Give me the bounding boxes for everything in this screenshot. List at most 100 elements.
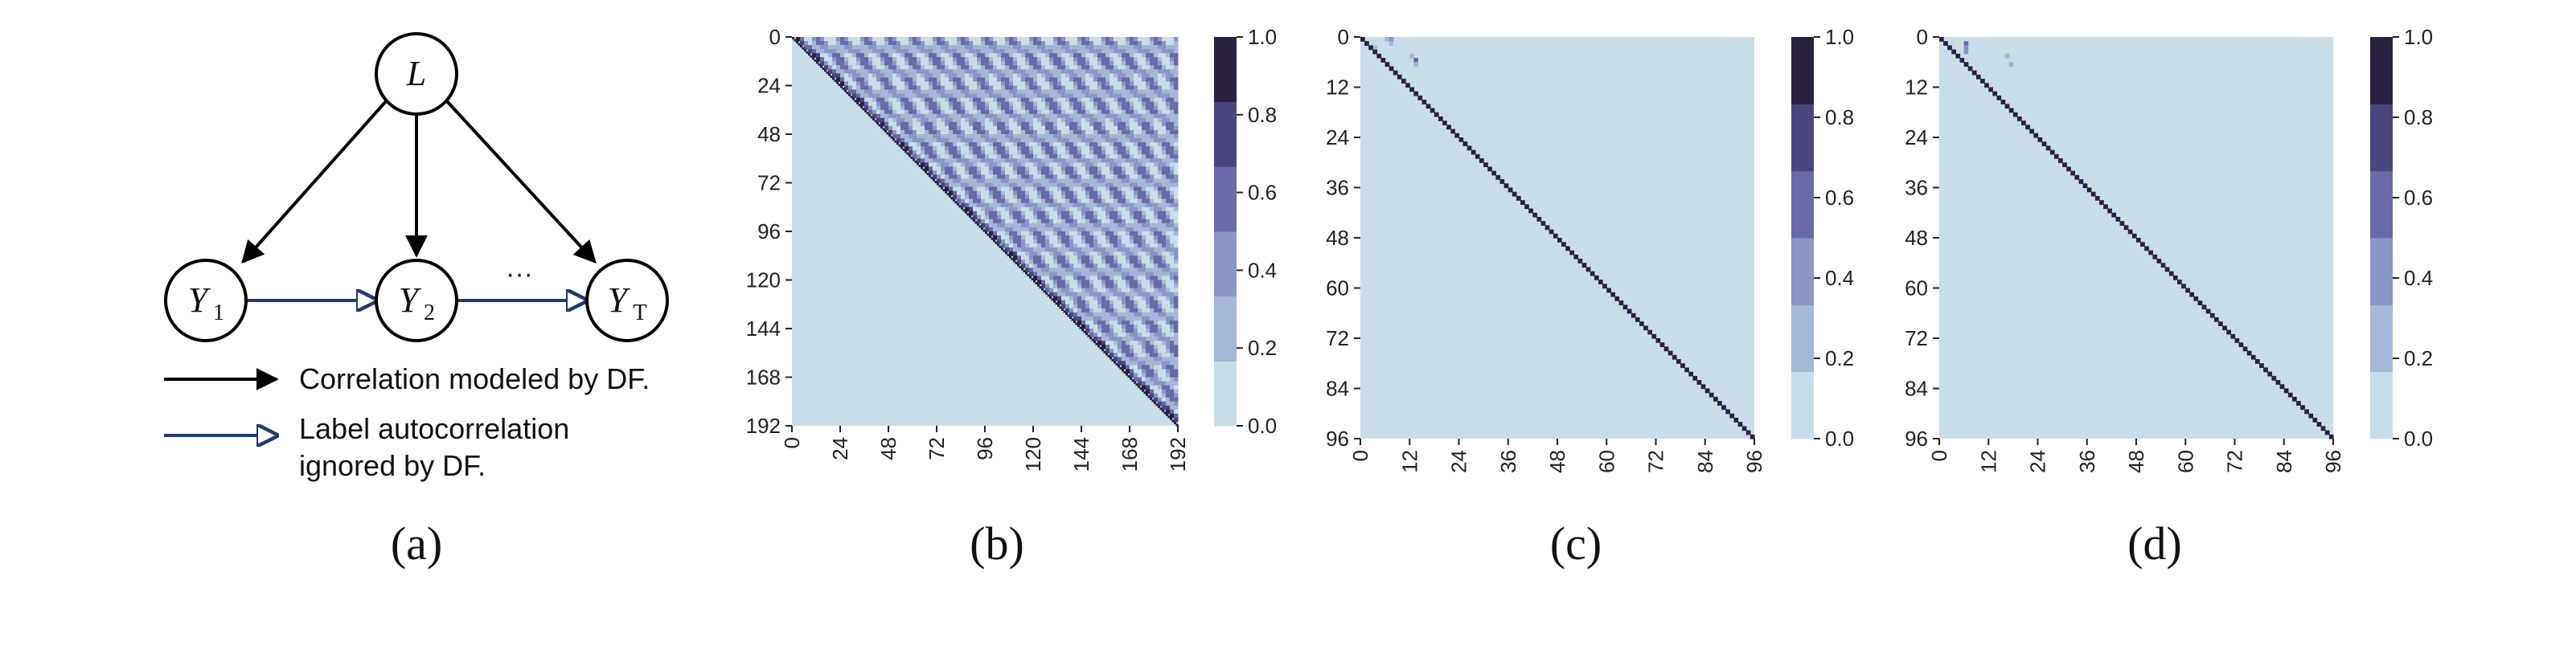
heatmap-cell — [985, 89, 990, 95]
heatmap-cell — [1150, 329, 1155, 333]
heatmap-cell — [1138, 206, 1142, 212]
heatmap-cell — [1150, 190, 1155, 196]
heatmap-cell — [1025, 235, 1030, 240]
heatmap-cell — [1114, 37, 1118, 42]
heatmap-cell — [1089, 329, 1094, 333]
heatmap-cell — [1061, 49, 1066, 54]
heatmap-cell — [1166, 259, 1171, 264]
heatmap-cell — [884, 57, 889, 62]
heatmap-cell — [1061, 129, 1066, 135]
heatmap-cell — [1017, 113, 1022, 119]
heatmap-cell — [1077, 320, 1082, 325]
heatmap-cell — [1118, 251, 1122, 256]
heatmap-cell — [824, 37, 829, 42]
heatmap-cell — [856, 37, 861, 42]
heatmap-cell — [1093, 150, 1098, 155]
heatmap-cell — [1105, 170, 1110, 175]
heatmap-diagonal-cell — [1663, 346, 1669, 352]
heatmap-cell — [1017, 97, 1022, 103]
heatmap-cell — [993, 37, 998, 42]
heatmap-cell — [1126, 109, 1130, 115]
heatmap-cell — [1154, 150, 1159, 155]
heatmap-cell — [1126, 284, 1130, 289]
heatmap-diagonal-cell — [1105, 353, 1109, 356]
heatmap-diagonal-cell — [1651, 333, 1657, 339]
heatmap-cell — [1170, 154, 1175, 159]
heatmap-cell — [1154, 280, 1159, 285]
heatmap-cell — [1154, 121, 1159, 127]
heatmap-cell — [1097, 198, 1102, 204]
heatmap-diagonal-cell — [1111, 358, 1114, 362]
heatmap-cell — [1045, 223, 1050, 228]
heatmap-cell — [1105, 121, 1110, 127]
heatmap-cell — [1041, 219, 1046, 224]
heatmap-cell — [969, 97, 974, 103]
heatmap-cell — [1069, 162, 1074, 167]
heatmap-cell — [1142, 61, 1146, 66]
heatmap-cell — [1154, 231, 1159, 236]
heatmap-cell — [1093, 239, 1098, 244]
heatmap-cell — [909, 73, 913, 78]
heatmap-cell — [949, 45, 954, 50]
heatmap-cell — [1162, 202, 1167, 208]
heatmap-cell — [1073, 37, 1078, 42]
heatmap-cell — [1041, 186, 1046, 192]
heatmap-cell — [856, 85, 861, 91]
heatmap-cell — [1073, 105, 1078, 111]
heatmap-cell — [1174, 251, 1179, 256]
heatmap-diagonal-cell — [1019, 265, 1022, 268]
heatmap-cell — [1166, 57, 1171, 62]
heatmap-cell — [1089, 85, 1094, 91]
heatmap-cell — [1146, 190, 1151, 196]
heatmap-cell — [1114, 345, 1118, 349]
heatmap-cell — [868, 93, 873, 99]
heatmap-cell — [840, 57, 845, 62]
heatmap-cell — [1134, 158, 1138, 163]
heatmap-cell — [1089, 113, 1094, 119]
heatmap-cell — [1097, 304, 1102, 309]
heatmap-diagonal-cell — [957, 202, 960, 206]
heatmap-cell — [1158, 105, 1163, 111]
heatmap-cell — [1097, 227, 1102, 232]
heatmap-cell — [1057, 223, 1062, 228]
heatmap-cell — [1009, 146, 1014, 151]
heatmap-cell — [1017, 101, 1022, 107]
heatmap-cell — [1057, 49, 1062, 54]
heatmap-cell — [1122, 284, 1126, 289]
heatmap-cell — [1150, 150, 1155, 155]
heatmap-cell — [1138, 170, 1142, 175]
colorbar-segment — [1791, 304, 1814, 373]
heatmap-cell — [1110, 158, 1114, 163]
heatmap-cell — [1065, 69, 1070, 74]
heatmap-cell — [937, 146, 941, 151]
heatmap-cell — [1029, 194, 1034, 200]
heatmap-cell — [1093, 61, 1098, 66]
heatmap-cell — [1170, 361, 1175, 366]
heatmap-cell — [1126, 353, 1130, 358]
heatmap-cell — [1142, 134, 1146, 139]
heatmap-cell — [1138, 154, 1142, 159]
heatmap-cell — [1069, 85, 1074, 91]
heatmap-cell — [1101, 93, 1106, 99]
heatmap-cell — [1154, 202, 1159, 208]
heatmap-cell — [860, 69, 865, 74]
heatmap-cell — [1029, 69, 1034, 74]
heatmap-cell — [1069, 182, 1074, 188]
heatmap-cell — [884, 61, 889, 66]
heatmap-cell — [1081, 227, 1086, 232]
heatmap-cell — [945, 170, 950, 175]
heatmap-cell — [1009, 73, 1014, 78]
heatmap-cell — [1146, 308, 1151, 313]
heatmap-cell — [1053, 109, 1058, 115]
heatmap-cell — [1001, 227, 1006, 232]
heatmap-cell — [1146, 312, 1151, 317]
heatmap-cell — [1142, 312, 1146, 317]
heatmap-cell — [1041, 101, 1046, 107]
heatmap-cell — [1150, 385, 1155, 390]
heatmap-cell — [1029, 138, 1034, 143]
heatmap-cell — [973, 154, 978, 159]
heatmap-cell — [1162, 365, 1167, 370]
heatmap-cell — [985, 162, 990, 167]
heatmap-cell — [981, 170, 986, 175]
heatmap-cell — [1005, 45, 1010, 50]
